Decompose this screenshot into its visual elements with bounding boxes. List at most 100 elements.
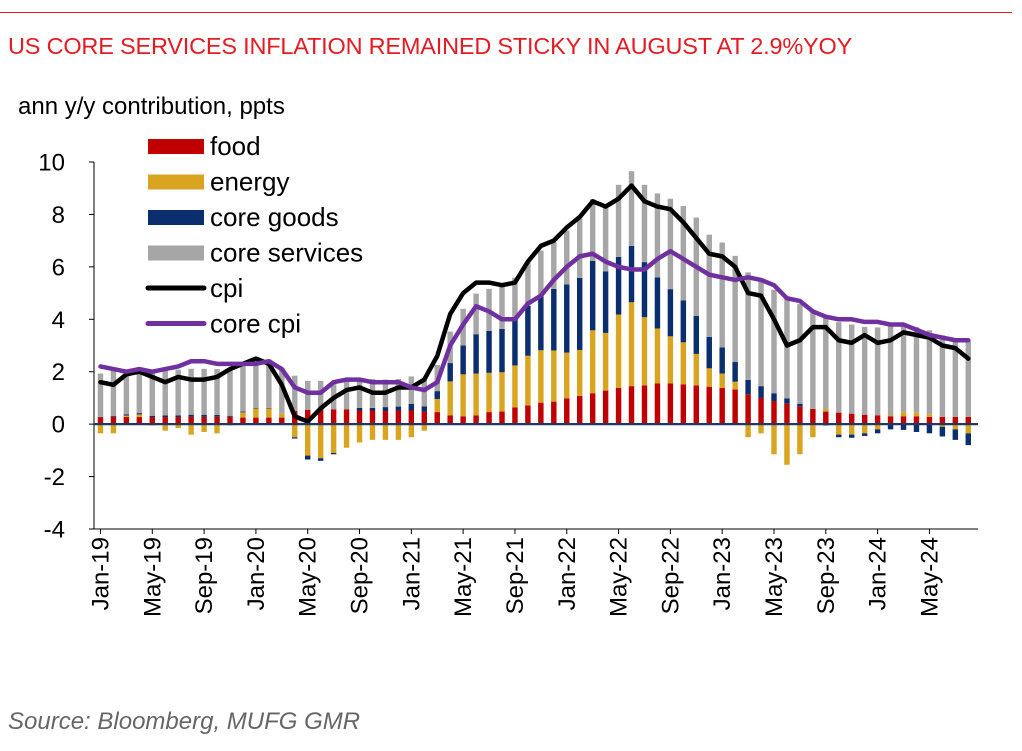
bar-core-services-May-20 (304, 380, 311, 410)
bar-energy-Jun-22 (628, 302, 635, 387)
x-tick-label: Sep-23 (813, 537, 840, 614)
bar-core-services-May-24 (926, 330, 933, 415)
y-tick-label: 4 (52, 307, 65, 334)
legend-swatch-core-services (148, 245, 204, 261)
bar-core-goods-Feb-22 (576, 277, 583, 350)
bar-core-services-Jan-22 (564, 230, 570, 285)
x-tick-label: May-19 (139, 537, 166, 617)
y-tick-label: 8 (52, 202, 65, 229)
bar-food-Feb-19 (110, 416, 117, 425)
bar-core-goods-Oct-19 (214, 414, 220, 417)
x-tick-label: Jan-23 (709, 537, 736, 610)
bar-food-Oct-21 (525, 405, 531, 425)
bar-energy-Aug-24 (965, 424, 972, 434)
bar-food-Feb-20 (266, 417, 272, 425)
bar-food-Mar-19 (123, 416, 130, 425)
line-core-cpi (98, 248, 971, 395)
bar-core-goods-Mar-21 (434, 391, 440, 399)
bar-core-goods-Oct-23 (836, 434, 842, 438)
bar-core-goods-Jun-24 (939, 426, 946, 437)
bar-food-Dec-20 (395, 410, 402, 425)
bar-energy-Feb-22 (576, 349, 583, 396)
bar-energy-Dec-20 (395, 424, 402, 440)
bar-core-goods-Nov-21 (538, 296, 544, 351)
bar-food-Oct-22 (680, 384, 687, 425)
bar-core-services-Oct-22 (680, 206, 687, 301)
bar-energy-Dec-23 (861, 424, 868, 434)
bar-food-May-21 (460, 416, 466, 425)
bar-energy-Dec-22 (706, 368, 712, 387)
y-tick-label: 10 (38, 150, 65, 177)
bar-food-Nov-22 (693, 385, 700, 425)
bar-energy-Jun-24 (939, 424, 946, 427)
bar-core-services-Aug-24 (965, 340, 972, 417)
bar-core-goods-Aug-21 (499, 328, 505, 373)
bar-core-services-Sep-19 (201, 368, 207, 415)
x-tick-label: Sep-22 (657, 537, 684, 614)
bar-food-Jul-20 (330, 409, 337, 425)
bar-food-May-24 (926, 416, 933, 425)
bar-food-Apr-22 (602, 390, 609, 425)
bar-food-Jul-24 (952, 416, 959, 425)
bar-food-Mar-22 (589, 393, 596, 425)
bar-energy-Jun-21 (473, 373, 479, 416)
bar-core-services-Feb-23 (732, 255, 738, 363)
bar-energy-Mar-22 (589, 330, 596, 394)
bar-food-May-19 (149, 417, 156, 425)
bar-energy-Dec-21 (551, 350, 557, 402)
legend-swatch-food (148, 139, 204, 154)
bar-core-services-Jul-24 (952, 338, 959, 417)
bar-energy-Nov-20 (382, 424, 389, 440)
bar-food-Jan-23 (719, 387, 725, 425)
bar-core-services-Feb-19 (110, 370, 117, 417)
bar-core-services-Nov-21 (538, 250, 544, 297)
bar-core-services-Dec-21 (551, 241, 557, 289)
bar-energy-Sep-20 (356, 424, 363, 443)
bar-energy-Feb-19 (110, 424, 117, 434)
bar-energy-Aug-23 (810, 424, 816, 438)
bar-energy-Apr-21 (447, 381, 453, 416)
bar-core-goods-Apr-24 (913, 424, 920, 432)
bar-core-services-Jan-19 (97, 373, 104, 417)
y-tick-label: 0 (52, 412, 65, 439)
bar-core-services-Feb-24 (887, 325, 894, 415)
bar-core-services-Oct-21 (525, 262, 531, 306)
bar-core-goods-Jun-22 (628, 245, 635, 303)
bar-core-goods-Oct-20 (369, 407, 376, 411)
bar-core-services-Apr-22 (602, 204, 609, 272)
bar-energy-Mar-20 (279, 413, 285, 418)
chart-title: US CORE SERVICES INFLATION REMAINED STIC… (8, 33, 853, 59)
bar-food-Dec-19 (240, 417, 246, 425)
bar-energy-May-24 (926, 414, 933, 417)
bar-energy-May-21 (460, 374, 466, 417)
bar-food-Jun-24 (939, 416, 946, 425)
bar-core-goods-May-19 (149, 415, 156, 418)
bar-energy-Jun-19 (162, 424, 168, 431)
bar-food-Jan-22 (564, 398, 570, 425)
bar-core-goods-Dec-21 (551, 288, 557, 351)
bar-food-Nov-20 (382, 411, 389, 425)
bar-food-Sep-23 (823, 411, 829, 425)
x-tick-label: Jan-22 (554, 537, 581, 610)
bar-core-services-Apr-23 (758, 279, 764, 387)
bar-core-services-Feb-20 (266, 359, 272, 408)
bar-core-goods-Nov-22 (693, 315, 700, 354)
x-tick-label: May-24 (916, 537, 943, 617)
bar-core-goods-Mar-24 (900, 424, 907, 430)
bar-core-goods-Nov-20 (382, 407, 389, 412)
bar-energy-Dec-19 (240, 412, 246, 418)
bar-food-Jul-19 (175, 417, 181, 425)
bar-core-services-Oct-19 (214, 369, 220, 415)
bar-food-Mar-23 (745, 394, 751, 425)
x-tick-label: Jan-19 (88, 537, 115, 610)
bar-core-goods-Jan-21 (408, 403, 415, 411)
bar-core-services-Mar-19 (123, 369, 130, 415)
bar-food-Apr-23 (758, 397, 764, 425)
bar-food-Jan-20 (253, 417, 259, 425)
bar-core-goods-Dec-23 (861, 433, 868, 436)
bar-core-services-Jan-24 (874, 327, 881, 416)
bar-energy-Jan-24 (874, 424, 881, 430)
bar-food-Aug-20 (343, 409, 350, 425)
bar-food-Aug-19 (188, 416, 194, 425)
bar-energy-Feb-24 (887, 414, 894, 417)
